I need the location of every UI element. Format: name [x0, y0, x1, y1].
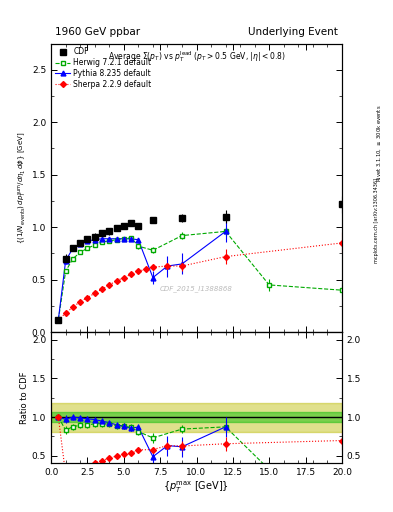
- Herwig 7.2.1 default: [107, 238, 112, 244]
- Sherpa 2.2.9 default: [143, 266, 148, 272]
- Pythia 8.235 default: [92, 237, 97, 243]
- Herwig 7.2.1 default: [223, 228, 228, 234]
- CDF: [340, 201, 344, 207]
- Pythia 8.235 default: [78, 241, 83, 247]
- Pythia 8.235 default: [129, 236, 134, 242]
- Pythia 8.235 default: [107, 236, 112, 242]
- CDF: [71, 245, 75, 251]
- Text: Underlying Event: Underlying Event: [248, 27, 338, 37]
- Herwig 7.2.1 default: [121, 236, 126, 242]
- Herwig 7.2.1 default: [340, 287, 344, 293]
- CDF: [78, 240, 83, 246]
- Herwig 7.2.1 default: [63, 268, 68, 274]
- Herwig 7.2.1 default: [151, 247, 155, 253]
- Sherpa 2.2.9 default: [71, 304, 75, 310]
- Text: Rivet 3.1.10, $\geq$ 300k events: Rivet 3.1.10, $\geq$ 300k events: [375, 104, 383, 182]
- Pythia 8.235 default: [114, 236, 119, 242]
- CDF: [107, 228, 112, 234]
- Pythia 8.235 default: [56, 316, 61, 323]
- Sherpa 2.2.9 default: [223, 253, 228, 260]
- Sherpa 2.2.9 default: [92, 290, 97, 296]
- Sherpa 2.2.9 default: [107, 282, 112, 288]
- Line: Herwig 7.2.1 default: Herwig 7.2.1 default: [59, 231, 342, 319]
- Text: mcplots.cern.ch [arXiv:1306.3436]: mcplots.cern.ch [arXiv:1306.3436]: [374, 178, 379, 263]
- Line: Pythia 8.235 default: Pythia 8.235 default: [59, 231, 226, 319]
- Sherpa 2.2.9 default: [78, 298, 83, 305]
- Pythia 8.235 default: [151, 274, 155, 281]
- Bar: [51, 403, 342, 433]
- CDF: [223, 214, 228, 220]
- Line: CDF: CDF: [55, 201, 345, 323]
- Sherpa 2.2.9 default: [136, 268, 141, 274]
- Herwig 7.2.1 default: [78, 249, 83, 255]
- Herwig 7.2.1 default: [129, 234, 134, 241]
- Pythia 8.235 default: [223, 228, 228, 234]
- Sherpa 2.2.9 default: [100, 286, 105, 292]
- Pythia 8.235 default: [63, 258, 68, 264]
- Bar: [51, 412, 342, 422]
- Pythia 8.235 default: [100, 236, 105, 242]
- Line: Sherpa 2.2.9 default: Sherpa 2.2.9 default: [59, 243, 342, 319]
- CDF: [56, 316, 61, 323]
- Herwig 7.2.1 default: [85, 245, 90, 251]
- Text: 1960 GeV ppbar: 1960 GeV ppbar: [55, 27, 140, 37]
- Sherpa 2.2.9 default: [165, 263, 170, 269]
- Sherpa 2.2.9 default: [340, 240, 344, 246]
- Y-axis label: Ratio to CDF: Ratio to CDF: [20, 372, 29, 424]
- Sherpa 2.2.9 default: [151, 264, 155, 270]
- CDF: [85, 236, 90, 242]
- X-axis label: $\{p_T^{\rm max}$ [GeV]$\}$: $\{p_T^{\rm max}$ [GeV]$\}$: [163, 480, 230, 496]
- Text: CDF_2015_I1388868: CDF_2015_I1388868: [160, 286, 233, 292]
- Herwig 7.2.1 default: [71, 255, 75, 262]
- CDF: [136, 223, 141, 229]
- CDF: [129, 220, 134, 226]
- Sherpa 2.2.9 default: [85, 294, 90, 301]
- Text: Average $\Sigma(p_T)$ vs $p_T^{\rm lead}$ ($p_T > 0.5$ GeV, $|\eta| < 0.8$): Average $\Sigma(p_T)$ vs $p_T^{\rm lead}…: [108, 49, 285, 64]
- CDF: [151, 217, 155, 223]
- Herwig 7.2.1 default: [136, 243, 141, 249]
- Sherpa 2.2.9 default: [129, 271, 134, 278]
- Pythia 8.235 default: [136, 237, 141, 243]
- Legend: CDF, Herwig 7.2.1 default, Pythia 8.235 default, Sherpa 2.2.9 default: CDF, Herwig 7.2.1 default, Pythia 8.235 …: [53, 46, 153, 91]
- Herwig 7.2.1 default: [100, 239, 105, 245]
- Herwig 7.2.1 default: [92, 242, 97, 248]
- CDF: [121, 223, 126, 229]
- Sherpa 2.2.9 default: [114, 278, 119, 284]
- Herwig 7.2.1 default: [56, 316, 61, 323]
- CDF: [114, 225, 119, 231]
- Pythia 8.235 default: [121, 236, 126, 242]
- Pythia 8.235 default: [180, 261, 184, 267]
- Sherpa 2.2.9 default: [180, 263, 184, 269]
- Herwig 7.2.1 default: [114, 237, 119, 243]
- CDF: [63, 255, 68, 262]
- CDF: [92, 233, 97, 240]
- Pythia 8.235 default: [71, 245, 75, 251]
- Sherpa 2.2.9 default: [56, 316, 61, 323]
- CDF: [180, 215, 184, 221]
- Herwig 7.2.1 default: [267, 282, 272, 288]
- CDF: [100, 230, 105, 237]
- Sherpa 2.2.9 default: [121, 274, 126, 281]
- Pythia 8.235 default: [85, 238, 90, 244]
- Sherpa 2.2.9 default: [63, 310, 68, 316]
- Pythia 8.235 default: [165, 263, 170, 269]
- Y-axis label: $\{(1/N_{\rm events})\,dp_T^{\rm sum}/d\eta_1\,d\phi\}$ [GeV]: $\{(1/N_{\rm events})\,dp_T^{\rm sum}/d\…: [17, 132, 29, 244]
- Herwig 7.2.1 default: [180, 232, 184, 239]
